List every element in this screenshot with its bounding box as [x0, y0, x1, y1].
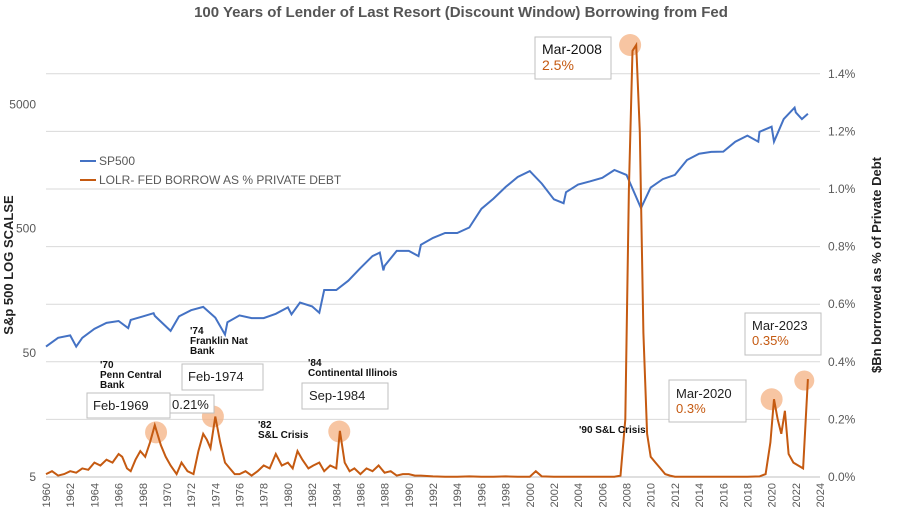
- annotation-1984-date: Sep-1984: [309, 388, 365, 403]
- x-tick-1990: 1990: [404, 483, 416, 507]
- annotation-1984-box: [301, 382, 389, 410]
- legend: SP500 LOLR- FED BORROW AS % PRIVATE DEBT: [80, 154, 342, 187]
- x-tick-2006: 2006: [597, 483, 609, 507]
- x-tick-2024: 2024: [815, 483, 827, 507]
- x-tick-2020: 2020: [767, 483, 779, 507]
- x-tick-1976: 1976: [235, 483, 247, 507]
- annotation-2008-date: Mar-2008: [542, 41, 602, 57]
- x-tick-1988: 1988: [380, 483, 392, 507]
- series-line-sp500: [45, 105, 809, 349]
- x-tick-2010: 2010: [646, 483, 658, 507]
- x-tick-2012: 2012: [670, 483, 682, 507]
- x-tick-1980: 1980: [283, 483, 295, 507]
- annotation-2023-box: [744, 312, 822, 356]
- x-tick-2022: 2022: [791, 483, 803, 507]
- left-axis-label: S&p 500 LOG SCALSE: [1, 195, 16, 335]
- right-tick-6: 1.2%: [828, 124, 856, 138]
- x-tick-1960: 1960: [41, 483, 53, 507]
- right-tick-4: 0.8%: [828, 240, 856, 254]
- chart-title: 100 Years of Lender of Last Resort (Disc…: [194, 4, 728, 21]
- left-tick-50: 50: [23, 346, 37, 360]
- highlight-2020: [760, 388, 783, 411]
- x-tick-1982: 1982: [307, 483, 319, 507]
- annotation-1974-value-box: [169, 394, 215, 414]
- x-tick-1972: 1972: [186, 483, 198, 507]
- annotations: '70 Penn Central Bank Feb-1969 '74 Frank…: [86, 36, 822, 441]
- right-tick-5: 1.0%: [828, 182, 856, 196]
- annotation-1974-value: 0.21%: [172, 397, 209, 412]
- legend-label-sp500: SP500: [99, 154, 135, 168]
- annotation-2020-box: [668, 379, 747, 423]
- x-tick-1966: 1966: [114, 483, 126, 507]
- annotation-1982-event: '82 S&L Crisis: [258, 420, 309, 441]
- right-tick-1: 0.2%: [828, 412, 856, 426]
- annotation-2023-value: 0.35%: [752, 333, 789, 348]
- left-axis-ticks: 5 50 500 5000: [9, 97, 36, 484]
- x-tick-1984: 1984: [331, 483, 343, 507]
- x-tick-2004: 2004: [573, 483, 585, 507]
- x-tick-1992: 1992: [428, 483, 440, 507]
- right-axis-label: $Bn borrowed as % of Private Debt: [869, 156, 884, 373]
- x-tick-1994: 1994: [452, 483, 464, 507]
- highlight-2023: [794, 370, 815, 391]
- x-tick-1996: 1996: [476, 483, 488, 507]
- x-tick-2008: 2008: [622, 483, 634, 507]
- x-tick-1964: 1964: [89, 483, 101, 507]
- left-tick-5: 5: [29, 470, 36, 484]
- x-axis-ticks: 1960 1962 1964 1966 1968 1970 1972 1974 1976 1978…: [41, 483, 827, 507]
- x-tick-1968: 1968: [138, 483, 150, 507]
- annotation-1969-date: Feb-1969: [93, 398, 149, 413]
- x-tick-1962: 1962: [65, 483, 77, 507]
- annotation-2023-date: Mar-2023: [752, 318, 808, 333]
- right-tick-2: 0.4%: [828, 355, 856, 369]
- x-tick-1978: 1978: [259, 483, 271, 507]
- annotation-1984-event: '84 Continental Illinois: [308, 358, 398, 379]
- annotation-1990-event: '90 S&L Crisis: [579, 425, 646, 436]
- series-line-lolr: [45, 41, 809, 478]
- annotation-1970-event: '70 Penn Central Bank: [100, 360, 164, 391]
- annotation-2020-value: 0.3%: [676, 401, 706, 416]
- grid-lines: [46, 73, 820, 478]
- annotation-2008-value: 2.5%: [542, 57, 574, 73]
- x-tick-2018: 2018: [742, 483, 754, 507]
- annotation-2008-box: [534, 36, 612, 80]
- left-tick-500: 500: [16, 222, 36, 236]
- x-tick-1998: 1998: [501, 483, 513, 507]
- right-axis-ticks: 0.0% 0.2% 0.4% 0.6% 0.8% 1.0% 1.2% 1.4%: [828, 67, 856, 484]
- x-tick-2016: 2016: [718, 483, 730, 507]
- right-tick-7: 1.4%: [828, 67, 856, 81]
- left-tick-5000: 5000: [9, 97, 36, 111]
- annotation-1974-date: Feb-1974: [188, 369, 244, 384]
- annotation-1974-box: [181, 363, 264, 391]
- annotation-1969-box: [86, 392, 171, 419]
- annotation-1974-event: '74 Franklin Nat Bank: [190, 326, 251, 357]
- annotation-2020-date: Mar-2020: [676, 386, 732, 401]
- x-tick-1986: 1986: [355, 483, 367, 507]
- right-tick-3: 0.6%: [828, 297, 856, 311]
- highlight-2008: [619, 34, 642, 56]
- x-tick-1970: 1970: [162, 483, 174, 507]
- x-tick-2000: 2000: [525, 483, 537, 507]
- right-tick-0: 0.0%: [828, 470, 856, 484]
- x-tick-1974: 1974: [210, 483, 222, 507]
- x-tick-2002: 2002: [549, 483, 561, 507]
- legend-label-lolr: LOLR- FED BORROW AS % PRIVATE DEBT: [99, 173, 342, 187]
- x-tick-2014: 2014: [694, 483, 706, 507]
